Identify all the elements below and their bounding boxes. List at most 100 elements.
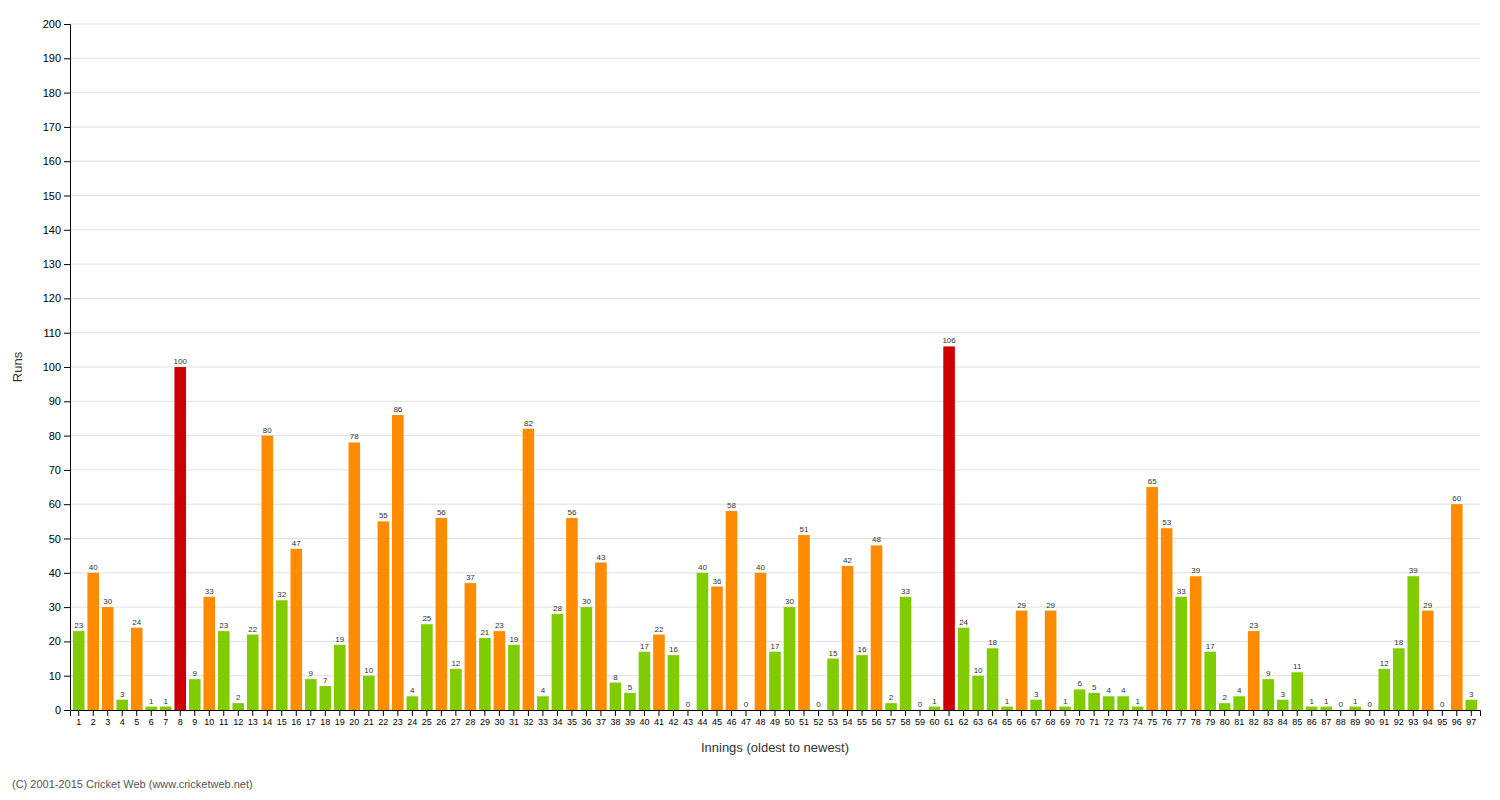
plot-area: 0102030405060708090100110120130140150160… — [43, 18, 1481, 727]
bar — [1248, 631, 1260, 710]
x-tick-mark — [1456, 710, 1457, 716]
grid-line — [70, 367, 1480, 368]
x-tick-mark — [1427, 710, 1428, 716]
x-tick-mark — [223, 710, 224, 716]
x-tick: 95 — [1437, 710, 1447, 727]
y-tick-label: 20 — [49, 635, 61, 647]
x-tick-mark — [702, 710, 703, 716]
bar — [160, 707, 172, 710]
x-tick-mark — [978, 710, 979, 716]
bar — [987, 648, 999, 710]
x-tick-mark — [339, 710, 340, 716]
bars — [73, 346, 1477, 710]
x-tick-mark — [644, 710, 645, 716]
y-tick: 140 — [43, 224, 70, 236]
y-tick-mark — [64, 607, 70, 608]
data-label: 19 — [335, 635, 344, 644]
x-tick-label: 67 — [1031, 717, 1041, 727]
bar — [653, 635, 665, 710]
x-tick: 71 — [1089, 710, 1099, 727]
data-label: 24 — [132, 618, 141, 627]
x-tick-mark — [1137, 710, 1138, 716]
data-label: 5 — [628, 683, 633, 692]
bar — [1146, 487, 1158, 710]
y-tick-label: 130 — [43, 258, 61, 270]
x-tick-label: 69 — [1060, 717, 1070, 727]
data-label: 28 — [553, 604, 562, 613]
x-tick-mark — [1224, 710, 1225, 716]
x-tick: 4 — [120, 710, 125, 727]
y-tick: 0 — [55, 704, 70, 716]
x-tick-label: 13 — [248, 717, 258, 727]
y-tick: 80 — [49, 430, 70, 442]
x-tick-mark — [1297, 710, 1298, 716]
data-label: 40 — [756, 563, 765, 572]
x-tick-mark — [673, 710, 674, 716]
bar — [320, 686, 332, 710]
bar — [798, 535, 810, 710]
x-tick-label: 62 — [959, 717, 969, 727]
x-tick-label: 4 — [120, 717, 125, 727]
x-tick-mark — [412, 710, 413, 716]
x-tick-label: 86 — [1307, 717, 1317, 727]
x-tick-label: 68 — [1046, 717, 1056, 727]
x-tick: 18 — [320, 710, 330, 727]
x-tick: 46 — [726, 710, 736, 727]
y-tick-label: 30 — [49, 601, 61, 613]
x-tick-label: 18 — [320, 717, 330, 727]
bar — [145, 707, 157, 710]
x-tick-label: 15 — [277, 717, 287, 727]
grid — [70, 24, 1480, 710]
y-tick-mark — [64, 676, 70, 677]
x-tick: 75 — [1147, 710, 1157, 727]
x-tick: 77 — [1176, 710, 1186, 727]
x-tick-mark — [775, 710, 776, 716]
x-tick-mark — [905, 710, 906, 716]
data-label: 7 — [323, 676, 328, 685]
bar — [1161, 528, 1173, 710]
data-label: 56 — [567, 508, 576, 517]
x-tick: 93 — [1408, 710, 1418, 727]
x-tick: 86 — [1307, 710, 1317, 727]
x-tick: 37 — [596, 710, 606, 727]
x-tick-label: 88 — [1336, 717, 1346, 727]
bar — [479, 638, 491, 710]
x-tick-mark — [586, 710, 587, 716]
data-label: 9 — [309, 669, 314, 678]
bar — [610, 683, 622, 710]
x-tick: 33 — [538, 710, 548, 727]
x-tick-mark — [1340, 710, 1341, 716]
y-tick-mark — [64, 641, 70, 642]
x-tick-mark — [1471, 710, 1472, 716]
data-label: 1 — [1324, 697, 1329, 706]
grid-line — [70, 229, 1480, 230]
data-label: 37 — [466, 573, 475, 582]
y-tick: 10 — [49, 670, 70, 682]
footer: (C) 2001-2015 Cricket Web (www.cricketwe… — [12, 778, 253, 790]
y-tick: 200 — [43, 18, 70, 30]
bar — [668, 655, 680, 710]
x-tick: 24 — [407, 710, 417, 727]
data-label: 33 — [901, 587, 910, 596]
grid-line — [70, 504, 1480, 505]
x-tick: 36 — [581, 710, 591, 727]
data-label: 3 — [1280, 690, 1285, 699]
x-tick-label: 8 — [178, 717, 183, 727]
data-label: 12 — [1380, 659, 1389, 668]
x-tick: 55 — [857, 710, 867, 727]
y-tick-mark — [64, 710, 70, 711]
data-label: 24 — [959, 618, 968, 627]
bar — [842, 566, 854, 710]
x-tick: 83 — [1263, 710, 1273, 727]
x-tick-label: 39 — [625, 717, 635, 727]
x-tick-label: 47 — [741, 717, 751, 727]
x-tick-label: 87 — [1321, 717, 1331, 727]
x-tick: 38 — [610, 710, 620, 727]
data-label: 1 — [1135, 697, 1140, 706]
x-tick: 10 — [204, 710, 214, 727]
bar — [1117, 696, 1129, 710]
grid-line — [70, 572, 1480, 573]
x-tick: 67 — [1031, 710, 1041, 727]
bar — [363, 676, 375, 710]
x-tick-label: 66 — [1017, 717, 1027, 727]
